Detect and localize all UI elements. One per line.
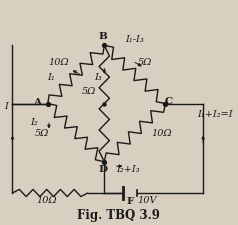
Text: C: C: [165, 97, 173, 106]
Text: Fig. TBQ 3.9: Fig. TBQ 3.9: [77, 209, 160, 222]
Text: I₂: I₂: [30, 118, 38, 127]
Text: I₁: I₁: [47, 73, 55, 82]
Text: 10V: 10V: [137, 196, 156, 205]
Text: 5Ω: 5Ω: [35, 129, 49, 138]
Text: 10Ω: 10Ω: [152, 129, 172, 138]
Text: I₁+I₂=I: I₁+I₂=I: [197, 110, 233, 119]
Text: 10Ω: 10Ω: [48, 58, 69, 67]
Text: I₂+I₃: I₂+I₃: [116, 165, 140, 174]
Text: F: F: [126, 198, 133, 207]
Text: A: A: [33, 98, 41, 107]
Text: 5Ω: 5Ω: [138, 58, 153, 67]
Text: I₁-I₃: I₁-I₃: [125, 35, 144, 44]
Text: 10Ω: 10Ω: [36, 196, 57, 205]
Text: D: D: [99, 165, 108, 174]
Text: I: I: [5, 102, 9, 111]
Text: B: B: [99, 32, 108, 41]
Text: I₃: I₃: [94, 73, 102, 82]
Text: 5Ω: 5Ω: [82, 87, 96, 96]
